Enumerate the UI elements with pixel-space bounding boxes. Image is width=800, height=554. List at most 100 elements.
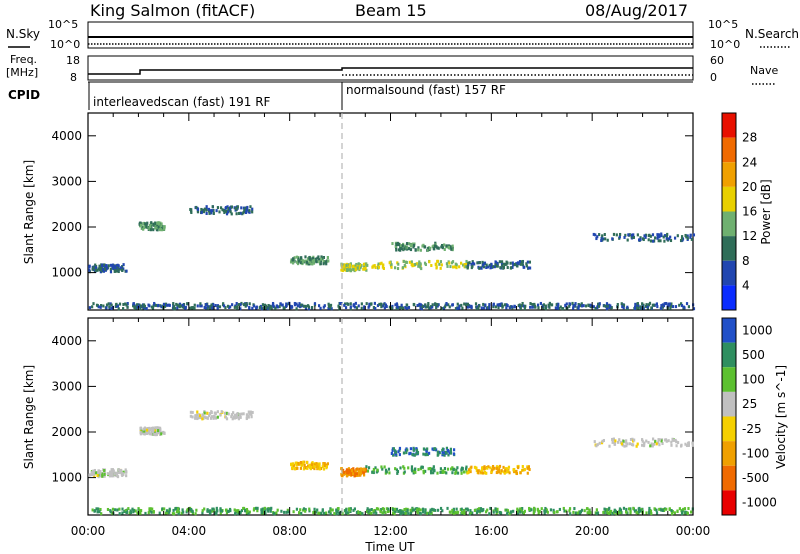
scatter-point: [176, 306, 179, 310]
scatter-point: [377, 262, 380, 266]
scatter-point: [293, 256, 296, 260]
scatter-point: [421, 465, 424, 469]
scatter-point: [438, 262, 441, 266]
scatter-point: [520, 260, 524, 264]
scatter-point: [140, 304, 143, 308]
scatter-point: [531, 303, 534, 307]
scatter-point: [625, 444, 628, 448]
scatter-point: [103, 267, 107, 271]
cpid-panel: CPID interleavedscan (fast) 191 RF norma…: [8, 81, 693, 110]
scatter-point: [247, 410, 250, 414]
scatter-point: [417, 468, 420, 472]
scatter-point: [356, 266, 359, 270]
scatter-point: [652, 442, 656, 446]
scatter-point: [354, 471, 357, 475]
scatter-point: [521, 263, 525, 267]
scatter-point: [553, 511, 556, 515]
scatter-point: [424, 469, 427, 473]
scatter-point: [293, 467, 297, 471]
scatter-point: [422, 452, 425, 456]
scatter-point: [209, 209, 212, 213]
scatter-point: [409, 248, 413, 252]
scatter-point: [211, 509, 214, 513]
scatter-point: [363, 305, 366, 309]
scatter-point: [498, 260, 501, 264]
scatter-point: [655, 442, 658, 446]
scatter-point: [527, 266, 530, 270]
scatter-point: [157, 222, 161, 226]
scatter-point: [663, 239, 666, 243]
scatter-point: [412, 471, 415, 475]
scatter-point: [408, 242, 411, 246]
scatter-point: [226, 304, 230, 308]
scatter-point: [572, 306, 575, 310]
scatter-point: [299, 508, 302, 512]
scatter-point: [435, 245, 438, 249]
colorbar-segment: [722, 186, 736, 212]
scatter-point: [584, 304, 588, 308]
scatter-point: [266, 307, 269, 311]
scatter-point: [476, 507, 479, 511]
scatter-point: [373, 301, 376, 305]
scatter-point: [609, 304, 612, 308]
scatter-point: [404, 507, 408, 511]
scatter-point: [435, 306, 438, 310]
scatter-point: [429, 510, 432, 514]
scatter-point: [189, 207, 192, 211]
scatter-point: [494, 305, 497, 309]
scatter-point: [678, 507, 681, 511]
scatter-point: [352, 469, 355, 473]
xtick-label: 08:00: [272, 524, 307, 538]
scatter-point: [372, 509, 375, 513]
scatter-point: [108, 474, 112, 478]
scatter-point: [483, 465, 486, 469]
scatter-point: [449, 510, 452, 514]
scatter-point: [659, 239, 662, 243]
scatter-point: [624, 440, 627, 444]
scatter-point: [405, 306, 408, 310]
scatter-point: [316, 508, 319, 512]
scatter-point: [452, 448, 456, 452]
scatter-point: [460, 471, 463, 475]
scatter-point: [360, 467, 364, 471]
scatter-point: [456, 466, 459, 470]
scatter-point: [656, 236, 659, 240]
scatter-point: [223, 210, 226, 214]
scatter-point: [175, 302, 178, 306]
scatter-point: [196, 417, 199, 421]
scatter-point: [455, 468, 458, 472]
scatter-point: [466, 508, 470, 512]
scatter-point: [189, 508, 192, 512]
colorbar-frame: [721, 317, 737, 516]
scatter-point: [439, 470, 442, 474]
scatter-point: [145, 223, 148, 227]
scatter-point: [248, 209, 251, 213]
scatter-point: [400, 306, 403, 310]
scatter-point: [364, 467, 368, 471]
scatter-point: [219, 413, 222, 417]
scatter-point: [426, 248, 430, 252]
scatter-point: [293, 301, 296, 305]
scatter-point: [172, 306, 175, 310]
scatter-point: [292, 463, 296, 467]
scatter-point: [296, 466, 299, 470]
scatter-point: [132, 509, 135, 513]
scatter-point: [680, 235, 684, 239]
scatter-point: [349, 507, 352, 511]
scatter-point: [401, 244, 404, 248]
scatter-point: [439, 467, 443, 471]
scatter-point: [248, 510, 251, 514]
scatter-point: [604, 237, 607, 241]
scatter-point: [446, 264, 449, 268]
scatter-point: [359, 471, 363, 475]
scatter-point: [219, 206, 223, 210]
scatter-point: [122, 307, 125, 311]
scatter-point: [660, 306, 663, 310]
scatter-point: [322, 305, 325, 309]
scatter-point: [93, 468, 96, 472]
scatter-point: [449, 447, 453, 451]
scatter-point: [97, 305, 100, 309]
scatter-point: [633, 305, 637, 309]
scatter-point: [482, 263, 485, 267]
